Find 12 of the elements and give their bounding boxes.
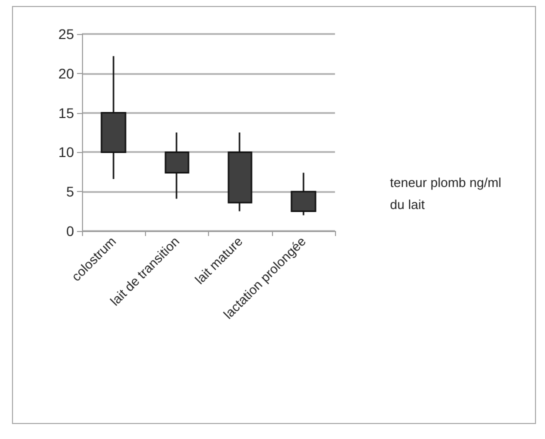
text: teneur plomb ng/ml: [390, 174, 502, 192]
y-tick-label: 10: [58, 144, 74, 160]
y-tick-label: 25: [58, 26, 74, 42]
text: du lait: [390, 196, 426, 214]
y-tick-label: 20: [58, 65, 74, 82]
y-tick-label: 5: [66, 184, 74, 200]
candlestick: [290, 172, 316, 216]
y-tick-label: 0: [66, 223, 74, 239]
candlestick: [164, 132, 190, 200]
y-tick-label: 15: [58, 104, 74, 121]
candlestick: [228, 132, 252, 212]
candlestick: [100, 55, 126, 180]
